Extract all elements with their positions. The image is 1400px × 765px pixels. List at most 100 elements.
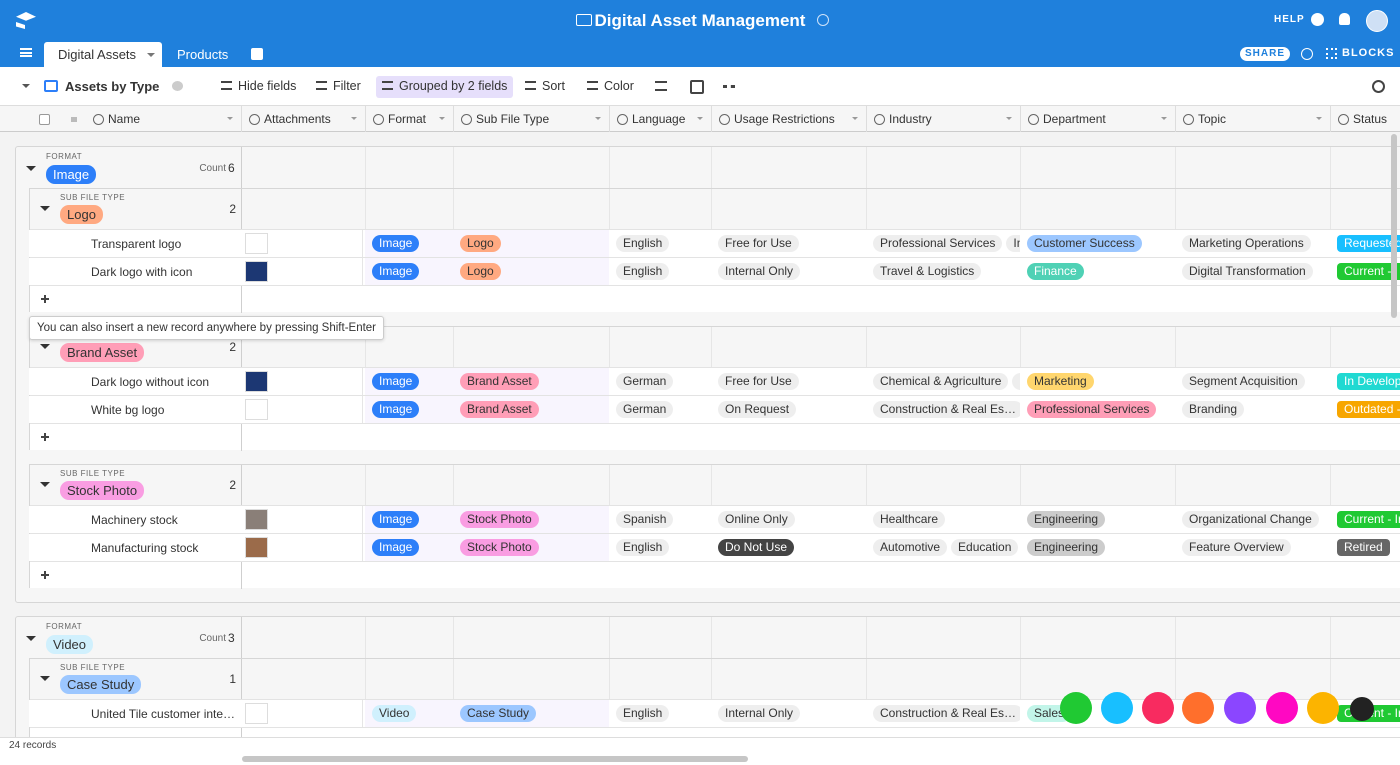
- cell[interactable]: Outdated -: [1330, 396, 1400, 423]
- collapse-caret[interactable]: [26, 636, 36, 646]
- column-label[interactable]: Industry: [889, 112, 932, 126]
- collapse-caret[interactable]: [40, 482, 50, 492]
- cell[interactable]: Image: [365, 368, 454, 395]
- cell[interactable]: In Developi: [1330, 368, 1400, 395]
- record-name[interactable]: Transparent logo: [29, 230, 242, 257]
- cell[interactable]: Feature Overview: [1175, 534, 1331, 561]
- cell[interactable]: On Request: [711, 396, 867, 423]
- column-menu[interactable]: [1161, 117, 1167, 123]
- cell[interactable]: Internal Only: [711, 258, 867, 285]
- column-label[interactable]: Attachments: [264, 112, 331, 126]
- cell[interactable]: Image: [365, 534, 454, 561]
- add-record-row[interactable]: [30, 423, 1400, 451]
- help-icon[interactable]: [1311, 13, 1324, 26]
- column-menu[interactable]: [1006, 117, 1012, 123]
- cell[interactable]: Finance: [1020, 258, 1176, 285]
- column-label[interactable]: Language: [632, 112, 686, 126]
- more[interactable]: [723, 85, 735, 91]
- record-name[interactable]: White bg logo: [29, 396, 242, 423]
- block-button[interactable]: [1266, 692, 1298, 724]
- toolbar-button[interactable]: Filter: [333, 79, 361, 93]
- record-name[interactable]: Dark logo with icon: [29, 258, 242, 285]
- cell[interactable]: Digital Transformation: [1175, 258, 1331, 285]
- cell[interactable]: English: [609, 230, 712, 257]
- toolbar-button[interactable]: Hide fields: [238, 79, 297, 93]
- cell[interactable]: Internal Only: [711, 700, 867, 727]
- column-label[interactable]: Usage Restrictions: [734, 112, 835, 126]
- cell[interactable]: Image: [365, 396, 454, 423]
- column-menu[interactable]: [697, 117, 703, 123]
- record-name[interactable]: Manufacturing stock: [29, 534, 242, 561]
- cell[interactable]: Image: [365, 230, 454, 257]
- blocks-button[interactable]: BLOCKS: [1342, 47, 1395, 59]
- cell[interactable]: Healthcare: [866, 506, 1021, 533]
- column-menu[interactable]: [351, 117, 357, 123]
- cell[interactable]: Image: [365, 506, 454, 533]
- collapse-caret[interactable]: [26, 166, 36, 176]
- column-label[interactable]: Topic: [1198, 112, 1227, 126]
- cell[interactable]: [241, 258, 363, 285]
- cell[interactable]: Stock Photo: [453, 506, 610, 533]
- cell[interactable]: Marketing: [1020, 368, 1176, 395]
- add-record-row[interactable]: [30, 285, 1400, 313]
- cell[interactable]: English: [609, 534, 712, 561]
- avatar[interactable]: [1366, 10, 1388, 32]
- add-record-row[interactable]: [30, 727, 1400, 737]
- cell[interactable]: Requested: [1330, 230, 1400, 257]
- select-all[interactable]: [39, 114, 50, 125]
- logo[interactable]: [16, 12, 36, 21]
- cell[interactable]: Customer Success: [1020, 230, 1176, 257]
- cell[interactable]: [241, 396, 363, 423]
- menu[interactable]: [20, 48, 32, 57]
- block-button[interactable]: [1307, 692, 1339, 724]
- cell[interactable]: English: [609, 258, 712, 285]
- toolbar-button[interactable]: Sort: [542, 79, 565, 93]
- add-record-row[interactable]: [30, 561, 1400, 589]
- cell[interactable]: Branding: [1175, 396, 1331, 423]
- cell[interactable]: [241, 230, 363, 257]
- block-button[interactable]: [1142, 692, 1174, 724]
- cell[interactable]: Construction & Real Es…: [866, 700, 1021, 727]
- cell[interactable]: Automotive Education: [866, 534, 1021, 561]
- cell[interactable]: Image: [365, 258, 454, 285]
- view-name[interactable]: Assets by Type: [65, 79, 160, 94]
- collapse-caret[interactable]: [40, 206, 50, 216]
- h-scrollbar[interactable]: [242, 756, 748, 762]
- cell[interactable]: Free for Use: [711, 230, 867, 257]
- toolbar-button[interactable]: Grouped by 2 fields: [399, 79, 508, 93]
- cell[interactable]: Chemical & AgricultureF: [866, 368, 1021, 395]
- active-tab[interactable]: [44, 42, 162, 67]
- cell[interactable]: Case Study: [453, 700, 610, 727]
- cell[interactable]: Video: [365, 700, 454, 727]
- cell[interactable]: [241, 506, 363, 533]
- cell[interactable]: Brand Asset: [453, 396, 610, 423]
- share-button[interactable]: SHARE: [1240, 47, 1290, 61]
- cell[interactable]: Free for Use: [711, 368, 867, 395]
- cell[interactable]: Current - Ir: [1330, 506, 1400, 533]
- cell[interactable]: [241, 368, 363, 395]
- cell[interactable]: Logo: [453, 258, 610, 285]
- cell[interactable]: Do Not Use: [711, 534, 867, 561]
- v-scrollbar[interactable]: [1391, 134, 1397, 318]
- column-label[interactable]: Format: [388, 112, 427, 126]
- toolbar-button[interactable]: Color: [604, 79, 634, 93]
- column-label[interactable]: Name: [108, 112, 141, 126]
- block-button[interactable]: [1101, 692, 1133, 724]
- cell[interactable]: Marketing Operations: [1175, 230, 1331, 257]
- column-menu[interactable]: [595, 117, 601, 123]
- add-table[interactable]: [251, 48, 263, 60]
- column-menu[interactable]: [1316, 117, 1322, 123]
- cell[interactable]: German: [609, 368, 712, 395]
- collapse-caret[interactable]: [40, 676, 50, 686]
- block-button[interactable]: [1224, 692, 1256, 724]
- record-name[interactable]: Machinery stock: [29, 506, 242, 533]
- block-button[interactable]: [1182, 692, 1214, 724]
- search[interactable]: [1372, 80, 1385, 93]
- cell[interactable]: German: [609, 396, 712, 423]
- share-view[interactable]: [690, 80, 704, 94]
- cell[interactable]: [241, 534, 363, 561]
